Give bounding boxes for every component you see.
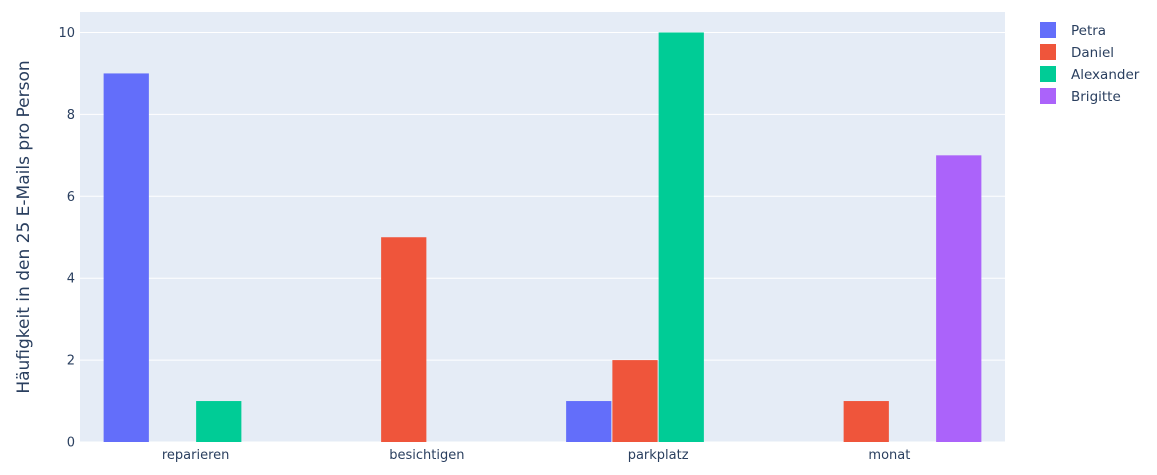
- legend-item-petra[interactable]: Petra: [1040, 22, 1106, 39]
- x-tick-label: parkplatz: [628, 448, 689, 463]
- x-axis-ticks: reparieren besichtigen parkplatz monat: [162, 448, 910, 463]
- legend-item-alexander[interactable]: Alexander: [1040, 66, 1140, 83]
- bar-daniel-besichtigen[interactable]: [381, 237, 427, 442]
- legend-swatch: [1040, 44, 1056, 60]
- bar-brigitte-monat[interactable]: [936, 155, 982, 443]
- y-tick-label: 6: [67, 190, 75, 205]
- legend: Petra Daniel Alexander Brigitte: [1040, 22, 1140, 105]
- legend-swatch: [1040, 22, 1056, 38]
- legend-item-daniel[interactable]: Daniel: [1040, 44, 1114, 61]
- legend-swatch: [1040, 88, 1056, 104]
- bar-petra-parkplatz[interactable]: [566, 401, 612, 442]
- y-axis-title: Häufigkeit in den 25 E-Mails pro Person: [14, 60, 34, 393]
- y-tick-label: 2: [67, 354, 75, 369]
- bar-alexander-reparieren[interactable]: [196, 401, 242, 442]
- bar-petra-reparieren[interactable]: [103, 73, 149, 442]
- x-tick-label: reparieren: [162, 448, 230, 463]
- y-tick-label: 8: [67, 108, 75, 123]
- plot-area: [80, 12, 1005, 442]
- x-tick-label: monat: [868, 448, 910, 463]
- legend-label: Alexander: [1071, 67, 1140, 83]
- bar-alexander-parkplatz[interactable]: [658, 32, 704, 442]
- bars: [103, 32, 982, 443]
- legend-label: Brigitte: [1071, 89, 1121, 105]
- y-tick-label: 4: [67, 272, 75, 287]
- legend-item-brigitte[interactable]: Brigitte: [1040, 88, 1121, 105]
- y-axis-ticks: 0 2 4 6 8 10: [58, 26, 75, 451]
- legend-label: Daniel: [1071, 45, 1114, 61]
- bar-daniel-parkplatz[interactable]: [612, 360, 658, 442]
- x-tick-label: besichtigen: [389, 448, 464, 463]
- legend-label: Petra: [1071, 23, 1106, 39]
- bar-daniel-monat[interactable]: [843, 401, 889, 442]
- y-tick-label: 0: [67, 436, 75, 451]
- legend-swatch: [1040, 66, 1056, 82]
- y-tick-label: 10: [58, 26, 75, 41]
